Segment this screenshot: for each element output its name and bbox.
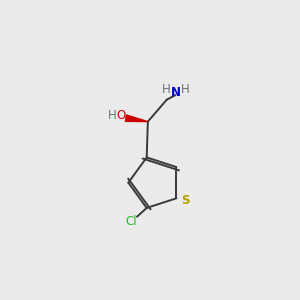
Text: H: H	[180, 83, 189, 97]
Text: Cl: Cl	[126, 215, 137, 228]
Text: O: O	[116, 109, 125, 122]
Text: H: H	[108, 109, 117, 122]
Text: N: N	[171, 86, 181, 99]
Text: H: H	[162, 83, 171, 97]
Polygon shape	[125, 115, 148, 122]
Text: S: S	[181, 194, 189, 207]
